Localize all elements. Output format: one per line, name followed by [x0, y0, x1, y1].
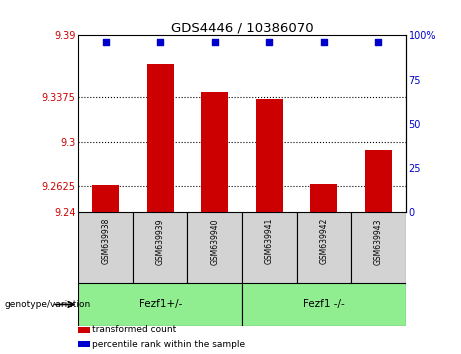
Text: genotype/variation: genotype/variation [5, 300, 91, 309]
Text: Fezf1+/-: Fezf1+/- [138, 299, 182, 309]
Text: GSM639943: GSM639943 [374, 218, 383, 264]
Point [375, 39, 382, 44]
Bar [133, 212, 188, 283]
Point [157, 39, 164, 44]
Bar [351, 212, 406, 283]
Title: GDS4446 / 10386070: GDS4446 / 10386070 [171, 21, 313, 34]
Point [102, 39, 109, 44]
Bar [296, 212, 351, 283]
Point [211, 39, 219, 44]
Bar [242, 283, 406, 326]
Text: GSM639939: GSM639939 [156, 218, 165, 264]
Point [320, 39, 327, 44]
Text: percentile rank within the sample: percentile rank within the sample [92, 339, 245, 349]
Point [266, 39, 273, 44]
Text: GSM639938: GSM639938 [101, 218, 110, 264]
Text: transformed count: transformed count [92, 325, 177, 335]
Bar [188, 212, 242, 283]
Text: GSM639941: GSM639941 [265, 218, 274, 264]
Bar [365, 150, 392, 212]
Bar [78, 283, 242, 326]
Bar [310, 184, 337, 212]
Bar [147, 64, 174, 212]
Bar [78, 212, 133, 283]
Bar [92, 185, 119, 212]
Bar [256, 99, 283, 212]
Text: GSM639940: GSM639940 [210, 218, 219, 264]
Text: GSM639942: GSM639942 [319, 218, 328, 264]
Bar [242, 212, 296, 283]
Text: Fezf1 -/-: Fezf1 -/- [303, 299, 345, 309]
Bar [201, 92, 228, 212]
